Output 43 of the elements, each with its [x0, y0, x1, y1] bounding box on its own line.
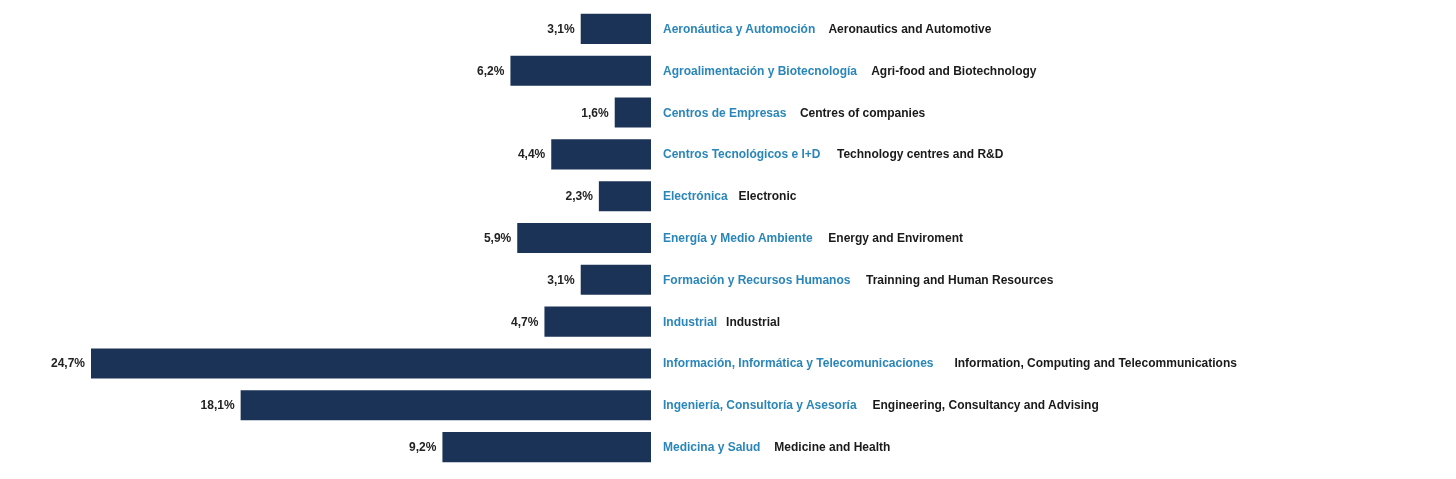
data-label: 1,6%: [581, 105, 610, 120]
text: Aeronautics and Automotive: [828, 21, 992, 36]
y-tick-label: Agroalimentación y Biotecnología: [663, 63, 858, 78]
bar: [598, 181, 651, 212]
text: Agri-food and Biotechnology: [871, 63, 1037, 78]
y-tick-label: Industrial: [663, 314, 718, 329]
bar: [240, 390, 651, 421]
data-label: 4,4%: [517, 147, 546, 162]
data-label: 6,2%: [477, 63, 505, 78]
bar: [580, 13, 651, 44]
text: Engineering, Consultancy and Advising: [872, 398, 1099, 413]
text: Information, Computing and Telecommunications: [954, 356, 1238, 371]
bar: [580, 264, 651, 295]
data-label: 9,2%: [409, 440, 437, 455]
data-label: 3,1%: [547, 21, 576, 36]
bar: [91, 348, 651, 379]
y-tick-label: Medicina y Salud: [663, 440, 761, 455]
data-label: 24,7%: [50, 356, 86, 371]
text: Electronic: [738, 189, 797, 204]
y-tick-label: Información, Informática y Telecomunicaciones: [663, 356, 934, 371]
text: Trainning and Human Resources: [866, 272, 1054, 287]
data-label: 3,1%: [547, 272, 576, 287]
bar: [442, 432, 651, 463]
y-tick-label: Aeronáutica y Automoción: [663, 21, 816, 36]
y-tick-label: Centros Tecnológicos e I+D: [663, 147, 821, 162]
text: Energy and Enviroment: [828, 231, 964, 245]
text: Centres of companies: [799, 105, 926, 120]
y-tick-label: Formación y Recursos Humanos: [663, 272, 851, 287]
bar: [551, 139, 651, 170]
text: Medicine and Health: [774, 440, 891, 455]
data-label: 18,1%: [200, 398, 235, 413]
data-label: 5,9%: [483, 231, 512, 245]
bar: [517, 222, 651, 254]
data-label: 4,7%: [511, 314, 539, 329]
bar: [544, 306, 651, 337]
y-tick-label: Centros de Empresas: [663, 105, 787, 120]
y-tick-label: Energía y Medio Ambiente: [663, 231, 813, 245]
y-tick-label: Ingeniería, Consultoría y Asesoría: [663, 398, 857, 413]
data-label: 2,3%: [565, 189, 594, 204]
y-tick-label: Electrónica: [663, 189, 729, 204]
bar: [614, 97, 651, 128]
bar: [510, 55, 651, 86]
text: Technology centres and R&D: [836, 147, 1004, 162]
